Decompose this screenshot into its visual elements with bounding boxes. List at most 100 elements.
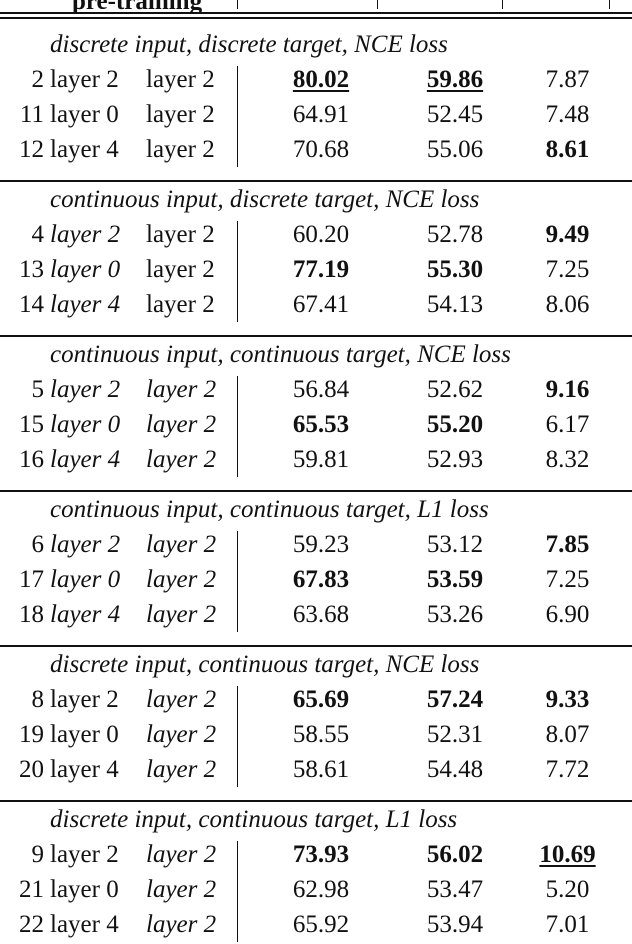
cell-v1-text: 63.68	[292, 601, 350, 628]
cell-v2-text: 56.02	[426, 841, 484, 868]
cell-v1: 80.02	[246, 62, 396, 97]
cell-id: 22	[0, 907, 44, 942]
cell-v3-text: 7.25	[545, 256, 590, 283]
cell-tg: layer 2	[146, 682, 216, 717]
cell-v3: 5.20	[505, 872, 630, 907]
cell-id: 11	[0, 97, 44, 132]
cell-tg-text: layer 2	[146, 841, 217, 868]
cell-tg: layer 2	[146, 562, 216, 597]
cell-id: 21	[0, 872, 44, 907]
column-divider	[237, 841, 238, 942]
cell-v3: 8.32	[505, 442, 630, 477]
cell-in: layer 2	[50, 527, 120, 562]
cell-v2-text: 53.59	[426, 566, 484, 593]
section-separator	[0, 800, 632, 802]
cell-v3-text: 6.90	[545, 601, 590, 628]
cell-v3-text: 10.69	[539, 841, 596, 868]
section-title-text: continuous input, continuous target, NCE…	[50, 341, 511, 368]
cell-id-text: 4	[31, 221, 45, 248]
cell-in-text: layer 0	[50, 566, 121, 593]
column-divider	[237, 376, 238, 477]
table-row: 21 layer 0 layer 2 62.98 53.47 5.20	[0, 872, 632, 907]
cell-in: layer 2	[50, 62, 119, 97]
cell-v1-text: 65.69	[292, 686, 350, 713]
cell-in: layer 4	[50, 287, 120, 322]
table-row: 16 layer 4 layer 2 59.81 52.93 8.32	[0, 442, 632, 477]
cell-v2: 52.45	[380, 97, 530, 132]
header-divider	[609, 0, 610, 9]
cell-tg-text: layer 2	[146, 721, 217, 748]
cell-v3: 7.25	[505, 562, 630, 597]
column-divider	[237, 221, 238, 322]
cell-id: 17	[0, 562, 44, 597]
cell-v1: 60.20	[246, 217, 396, 252]
cell-v2: 55.20	[380, 407, 530, 442]
cell-v1-text: 62.98	[292, 876, 350, 903]
cell-v1: 65.92	[246, 907, 396, 942]
column-divider	[237, 66, 238, 167]
cell-v2-text: 53.94	[426, 911, 484, 938]
cell-v1: 73.93	[246, 837, 396, 872]
cell-v2-text: 57.24	[426, 686, 484, 713]
header-divider	[377, 0, 378, 9]
cell-v2: 53.26	[380, 597, 530, 632]
cell-tg-text: layer 2	[146, 601, 217, 628]
cell-in-text: layer 4	[50, 911, 119, 938]
cell-v2: 53.59	[380, 562, 530, 597]
section-separator	[0, 335, 632, 337]
table-row: 19 layer 0 layer 2 58.55 52.31 8.07	[0, 717, 632, 752]
section-title-text: discrete input, continuous target, NCE l…	[50, 651, 480, 678]
cell-id-text: 17	[19, 566, 44, 593]
cell-id-text: 14	[19, 291, 44, 318]
cell-tg-text: layer 2	[146, 136, 215, 163]
section-title: discrete input, continuous target, L1 lo…	[0, 803, 632, 837]
cell-v1: 59.23	[246, 527, 396, 562]
cell-in: layer 2	[50, 217, 120, 252]
cell-v3: 7.25	[505, 252, 630, 287]
cell-id-text: 20	[19, 756, 44, 783]
cell-tg: layer 2	[146, 597, 216, 632]
cell-v2: 52.93	[380, 442, 530, 477]
table-row: 12 layer 4 layer 2 70.68 55.06 8.61	[0, 132, 632, 167]
cell-in-text: layer 2	[50, 221, 121, 248]
cell-v2: 55.30	[380, 252, 530, 287]
cell-tg-text: layer 2	[146, 531, 217, 558]
section-title-text: discrete input, discrete target, NCE los…	[50, 31, 448, 58]
cell-id: 8	[0, 682, 45, 717]
cell-in-text: layer 0	[50, 876, 119, 903]
table-row: 4 layer 2 layer 2 60.20 52.78 9.49	[0, 217, 632, 252]
cell-id: 2	[0, 62, 45, 97]
cell-tg: layer 2	[146, 62, 215, 97]
cell-v2: 56.02	[380, 837, 530, 872]
table-row: 8 layer 2 layer 2 65.69 57.24 9.33	[0, 682, 632, 717]
cell-v2-text: 53.12	[426, 531, 484, 558]
cell-v3: 8.07	[505, 717, 630, 752]
cell-in-text: layer 2	[50, 531, 121, 558]
cell-v1-text: 58.55	[292, 721, 350, 748]
cell-v3: 9.33	[505, 682, 630, 717]
cell-v3-text: 6.17	[545, 411, 590, 438]
cell-tg-text: layer 2	[146, 411, 217, 438]
cell-v1-text: 65.53	[292, 411, 350, 438]
section-title: discrete input, continuous target, NCE l…	[0, 648, 632, 682]
cell-v1-text: 64.91	[292, 101, 350, 128]
cell-v3-text: 9.49	[545, 221, 590, 248]
table-row: 9 layer 2 layer 2 73.93 56.02 10.69	[0, 837, 632, 872]
cell-id: 4	[0, 217, 45, 252]
section-title-text: discrete input, continuous target, L1 lo…	[50, 806, 458, 833]
header-divider	[502, 0, 503, 9]
section-separator	[0, 180, 632, 182]
cell-in-text: layer 2	[50, 841, 119, 868]
cell-v3-text: 8.06	[545, 291, 590, 318]
cell-v3: 6.90	[505, 597, 630, 632]
cell-v1-text: 59.23	[292, 531, 350, 558]
cell-v1: 67.83	[246, 562, 396, 597]
cell-v3-text: 7.87	[545, 66, 590, 93]
cell-tg: layer 2	[146, 132, 215, 167]
cell-v1: 63.68	[246, 597, 396, 632]
cell-v2-text: 53.47	[426, 876, 484, 903]
cell-tg-text: layer 2	[146, 756, 217, 783]
cell-v2: 54.13	[380, 287, 530, 322]
cell-v3-text: 7.48	[545, 101, 590, 128]
cell-id-text: 18	[19, 601, 44, 628]
